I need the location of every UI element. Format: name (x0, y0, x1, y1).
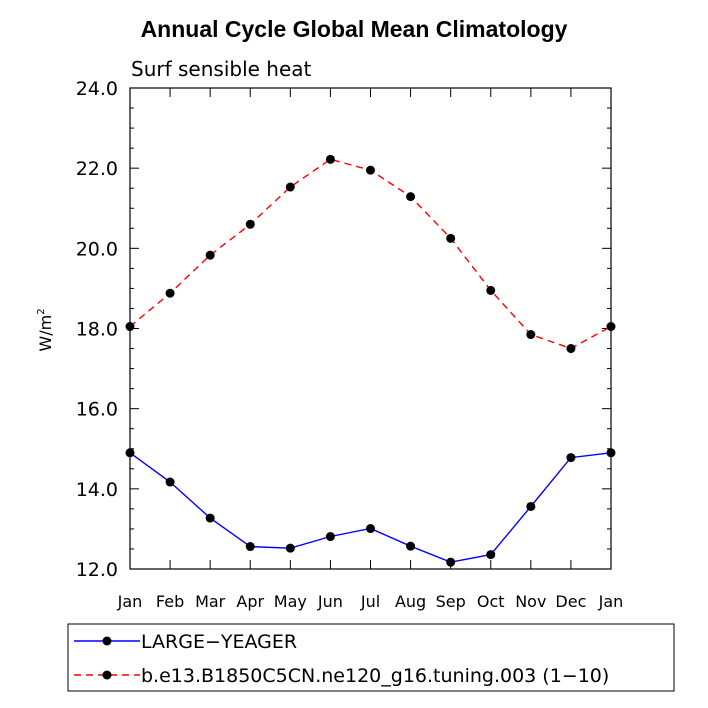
series-2-point (245, 219, 255, 229)
series-1-point (446, 557, 456, 567)
series-1-point (606, 448, 616, 458)
series-2-point (406, 192, 416, 202)
series-2-point (205, 250, 215, 260)
series-1-point (245, 542, 255, 552)
y-axis-label-sup: 2 (36, 308, 47, 314)
legend: LARGE−YEAGER b.e13.B1850C5CN.ne120_g16.tu… (67, 623, 675, 692)
series-1-point (165, 477, 175, 487)
y-tick-label: 24.0 (76, 78, 118, 100)
series-2-point (526, 330, 536, 340)
x-tick-label: Mar (195, 592, 226, 611)
x-tick-label: Dec (555, 592, 586, 611)
series-1-point (486, 550, 496, 560)
series-2-point (325, 154, 335, 164)
legend-box (67, 623, 675, 692)
axis-layer: 12.0 14.0 16.0 18.0 20.0 22.0 24.0 Jan Feb Mar Apr… (36, 78, 623, 611)
legend-marker-2 (102, 670, 112, 680)
series-1-point (366, 524, 375, 534)
y-tick-label: 14.0 (76, 479, 118, 501)
series-2-point (366, 165, 375, 175)
legend-label-1: LARGE−YEAGER (141, 631, 297, 653)
series-1-point (566, 453, 576, 463)
series-2-point (486, 285, 496, 295)
x-tick-label: Feb (156, 592, 184, 611)
y-axis-label-text: W/m (36, 315, 55, 352)
series-layer (125, 154, 616, 567)
series-1-point (406, 541, 416, 551)
series-1-point (125, 448, 135, 458)
chart-title: Annual Cycle Global Mean Climatology (140, 16, 568, 42)
series-line-2 (129, 158, 612, 350)
x-tick-label: Jan (598, 592, 624, 611)
series-2-point (285, 182, 295, 192)
y-tick-label: 20.0 (76, 238, 118, 260)
legend-label-2: b.e13.B1850C5CN.ne120_g16.tuning.003 (1−… (141, 665, 609, 687)
y-tick-label: 22.0 (76, 158, 118, 180)
series-1-point (526, 501, 536, 511)
series-2-point (125, 321, 135, 331)
x-tick-label: Jan (117, 592, 143, 611)
x-tick-label: Jun (317, 592, 343, 611)
series-2-point (165, 288, 175, 298)
series-1-point (325, 532, 335, 542)
y-tick-label: 12.0 (76, 559, 118, 581)
series-2-point (606, 321, 616, 331)
series-line-1 (129, 452, 612, 563)
series-1-point (285, 543, 295, 553)
x-tick-label: Sep (436, 592, 466, 611)
y-axis-label: W/m2 (36, 308, 55, 351)
x-tick-label: Jul (360, 592, 380, 611)
series-2-point (566, 344, 576, 354)
legend-marker-1 (102, 636, 112, 646)
y-tick-label: 16.0 (76, 399, 118, 421)
chart-subtitle: Surf sensible heat (131, 57, 312, 81)
x-tick-label: Nov (515, 592, 546, 611)
x-tick-label: Oct (477, 592, 505, 611)
x-tick-label: Apr (236, 592, 264, 611)
series-1-point (205, 513, 215, 523)
y-tick-label: 18.0 (76, 319, 118, 341)
series-2-point (446, 233, 456, 243)
x-tick-label: Aug (395, 592, 426, 611)
x-tick-label: May (274, 592, 307, 611)
